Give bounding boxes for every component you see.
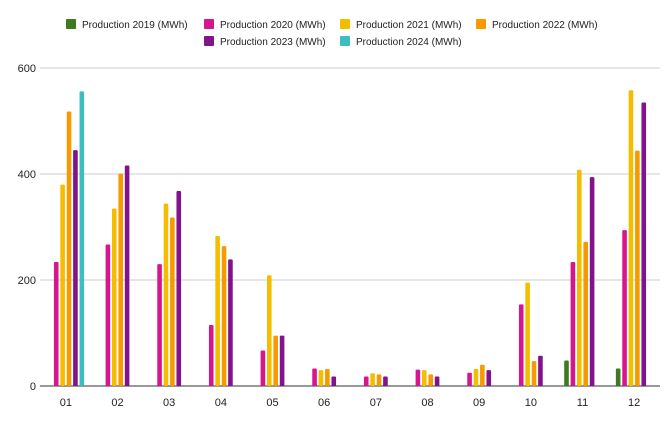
x-tick-label: 03	[163, 397, 175, 409]
x-tick-label: 11	[577, 397, 588, 409]
bar-06-series-2[interactable]	[312, 368, 317, 386]
bar-04-series-2[interactable]	[208, 325, 214, 386]
y-tick-label: 400	[18, 169, 36, 181]
legend-item[interactable]: Production 2022 (MWh)	[476, 19, 598, 31]
y-tick-label: 200	[18, 275, 36, 287]
bar-01-series-3[interactable]	[60, 184, 65, 386]
legend: Production 2019 (MWh) Production 2020 (MW…	[66, 19, 598, 48]
x-tick-label: 06	[318, 397, 330, 409]
bar-02-series-2[interactable]	[105, 244, 111, 386]
bar-08-series-5[interactable]	[434, 376, 440, 386]
bar-07-series-5[interactable]	[383, 376, 388, 386]
x-tick-label: 04	[215, 397, 227, 409]
bar-08-series-4[interactable]	[428, 374, 433, 386]
bar-09-series-5[interactable]	[486, 370, 492, 386]
legend-swatch	[66, 19, 76, 29]
bar-06-series-3[interactable]	[318, 370, 324, 386]
bar-03-series-2[interactable]	[157, 264, 162, 386]
bar-01-series-2[interactable]	[53, 261, 59, 386]
bar-07-series-4[interactable]	[376, 374, 382, 386]
legend-item[interactable]: Production 2021 (MWh)	[340, 19, 462, 31]
bar-03-series-3[interactable]	[163, 203, 169, 386]
x-tick-label: 01	[60, 397, 72, 409]
bar-01-series-4[interactable]	[66, 111, 72, 387]
legend-label: Production 2019 (MWh)	[82, 20, 188, 31]
legend-swatch	[340, 19, 350, 29]
legend-item[interactable]: Production 2020 (MWh)	[204, 19, 326, 31]
bar-02-series-3[interactable]	[112, 208, 117, 386]
y-axis-ticks: 0 200 400 600	[18, 63, 36, 393]
bar-10-series-2[interactable]	[518, 304, 524, 386]
bar-12-series-3[interactable]	[628, 90, 634, 386]
legend-swatch	[340, 36, 350, 46]
legend-swatch	[204, 36, 214, 46]
bar-04-series-4[interactable]	[221, 246, 227, 386]
legend-label: Production 2022 (MWh)	[492, 20, 598, 31]
bar-05-series-3[interactable]	[267, 275, 272, 386]
bar-03-series-4[interactable]	[170, 217, 175, 386]
legend-item[interactable]: Production 2024 (MWh)	[340, 36, 462, 48]
legend-item[interactable]: Production 2019 (MWh)	[66, 19, 188, 31]
bar-05-series-5[interactable]	[279, 335, 285, 386]
bar-12-series-2[interactable]	[622, 230, 627, 386]
bar-12-series-5[interactable]	[641, 102, 647, 386]
bar-10-series-4[interactable]	[531, 361, 537, 386]
bar-02-series-5[interactable]	[124, 165, 130, 386]
bar-01-series-6[interactable]	[79, 91, 85, 386]
bar-05-series-4[interactable]	[273, 335, 278, 386]
y-tick-label: 600	[18, 63, 36, 75]
bar-12-series-1[interactable]	[615, 368, 621, 386]
legend-item[interactable]: Production 2023 (MWh)	[204, 36, 326, 48]
bar-06-series-4[interactable]	[325, 369, 330, 386]
bar-04-series-3[interactable]	[215, 236, 220, 386]
legend-swatch	[476, 19, 486, 29]
x-tick-label: 12	[628, 397, 640, 409]
x-tick-label: 08	[421, 397, 433, 409]
bars	[53, 90, 647, 387]
gridlines	[40, 67, 660, 387]
bar-11-series-5[interactable]	[589, 177, 595, 386]
bar-11-series-3[interactable]	[577, 169, 582, 386]
legend-label: Production 2023 (MWh)	[220, 37, 326, 48]
bar-08-series-2[interactable]	[415, 369, 421, 386]
x-tick-label: 09	[473, 397, 485, 409]
x-axis-ticks: 01 02 03 04 05 06 07 08 09 10 11 12	[60, 397, 641, 409]
bar-04-series-5[interactable]	[228, 259, 233, 386]
bar-10-series-5[interactable]	[538, 355, 543, 386]
bar-03-series-5[interactable]	[176, 190, 182, 386]
bar-08-series-3[interactable]	[422, 370, 427, 386]
legend-label: Production 2024 (MWh)	[356, 37, 462, 48]
bar-07-series-2[interactable]	[363, 376, 369, 386]
bar-07-series-3[interactable]	[370, 373, 375, 386]
bar-09-series-2[interactable]	[467, 372, 472, 386]
bar-09-series-3[interactable]	[473, 369, 479, 386]
bar-01-series-5[interactable]	[73, 150, 78, 386]
legend-label: Production 2021 (MWh)	[356, 20, 462, 31]
x-tick-label: 02	[111, 397, 123, 409]
bar-12-series-4[interactable]	[635, 150, 640, 386]
legend-swatch	[204, 19, 214, 29]
x-tick-label: 05	[266, 397, 278, 409]
y-tick-label: 0	[30, 381, 36, 393]
bar-02-series-4[interactable]	[118, 173, 123, 386]
x-tick-label: 10	[525, 397, 537, 409]
x-tick-label: 07	[370, 397, 382, 409]
bar-11-series-4[interactable]	[583, 241, 588, 386]
legend-label: Production 2020 (MWh)	[220, 20, 326, 31]
bar-11-series-1[interactable]	[564, 360, 569, 386]
bar-06-series-5[interactable]	[331, 376, 337, 386]
bar-09-series-4[interactable]	[480, 364, 485, 386]
bar-11-series-2[interactable]	[570, 261, 576, 386]
bar-10-series-3[interactable]	[525, 282, 530, 386]
bar-05-series-2[interactable]	[260, 350, 266, 386]
